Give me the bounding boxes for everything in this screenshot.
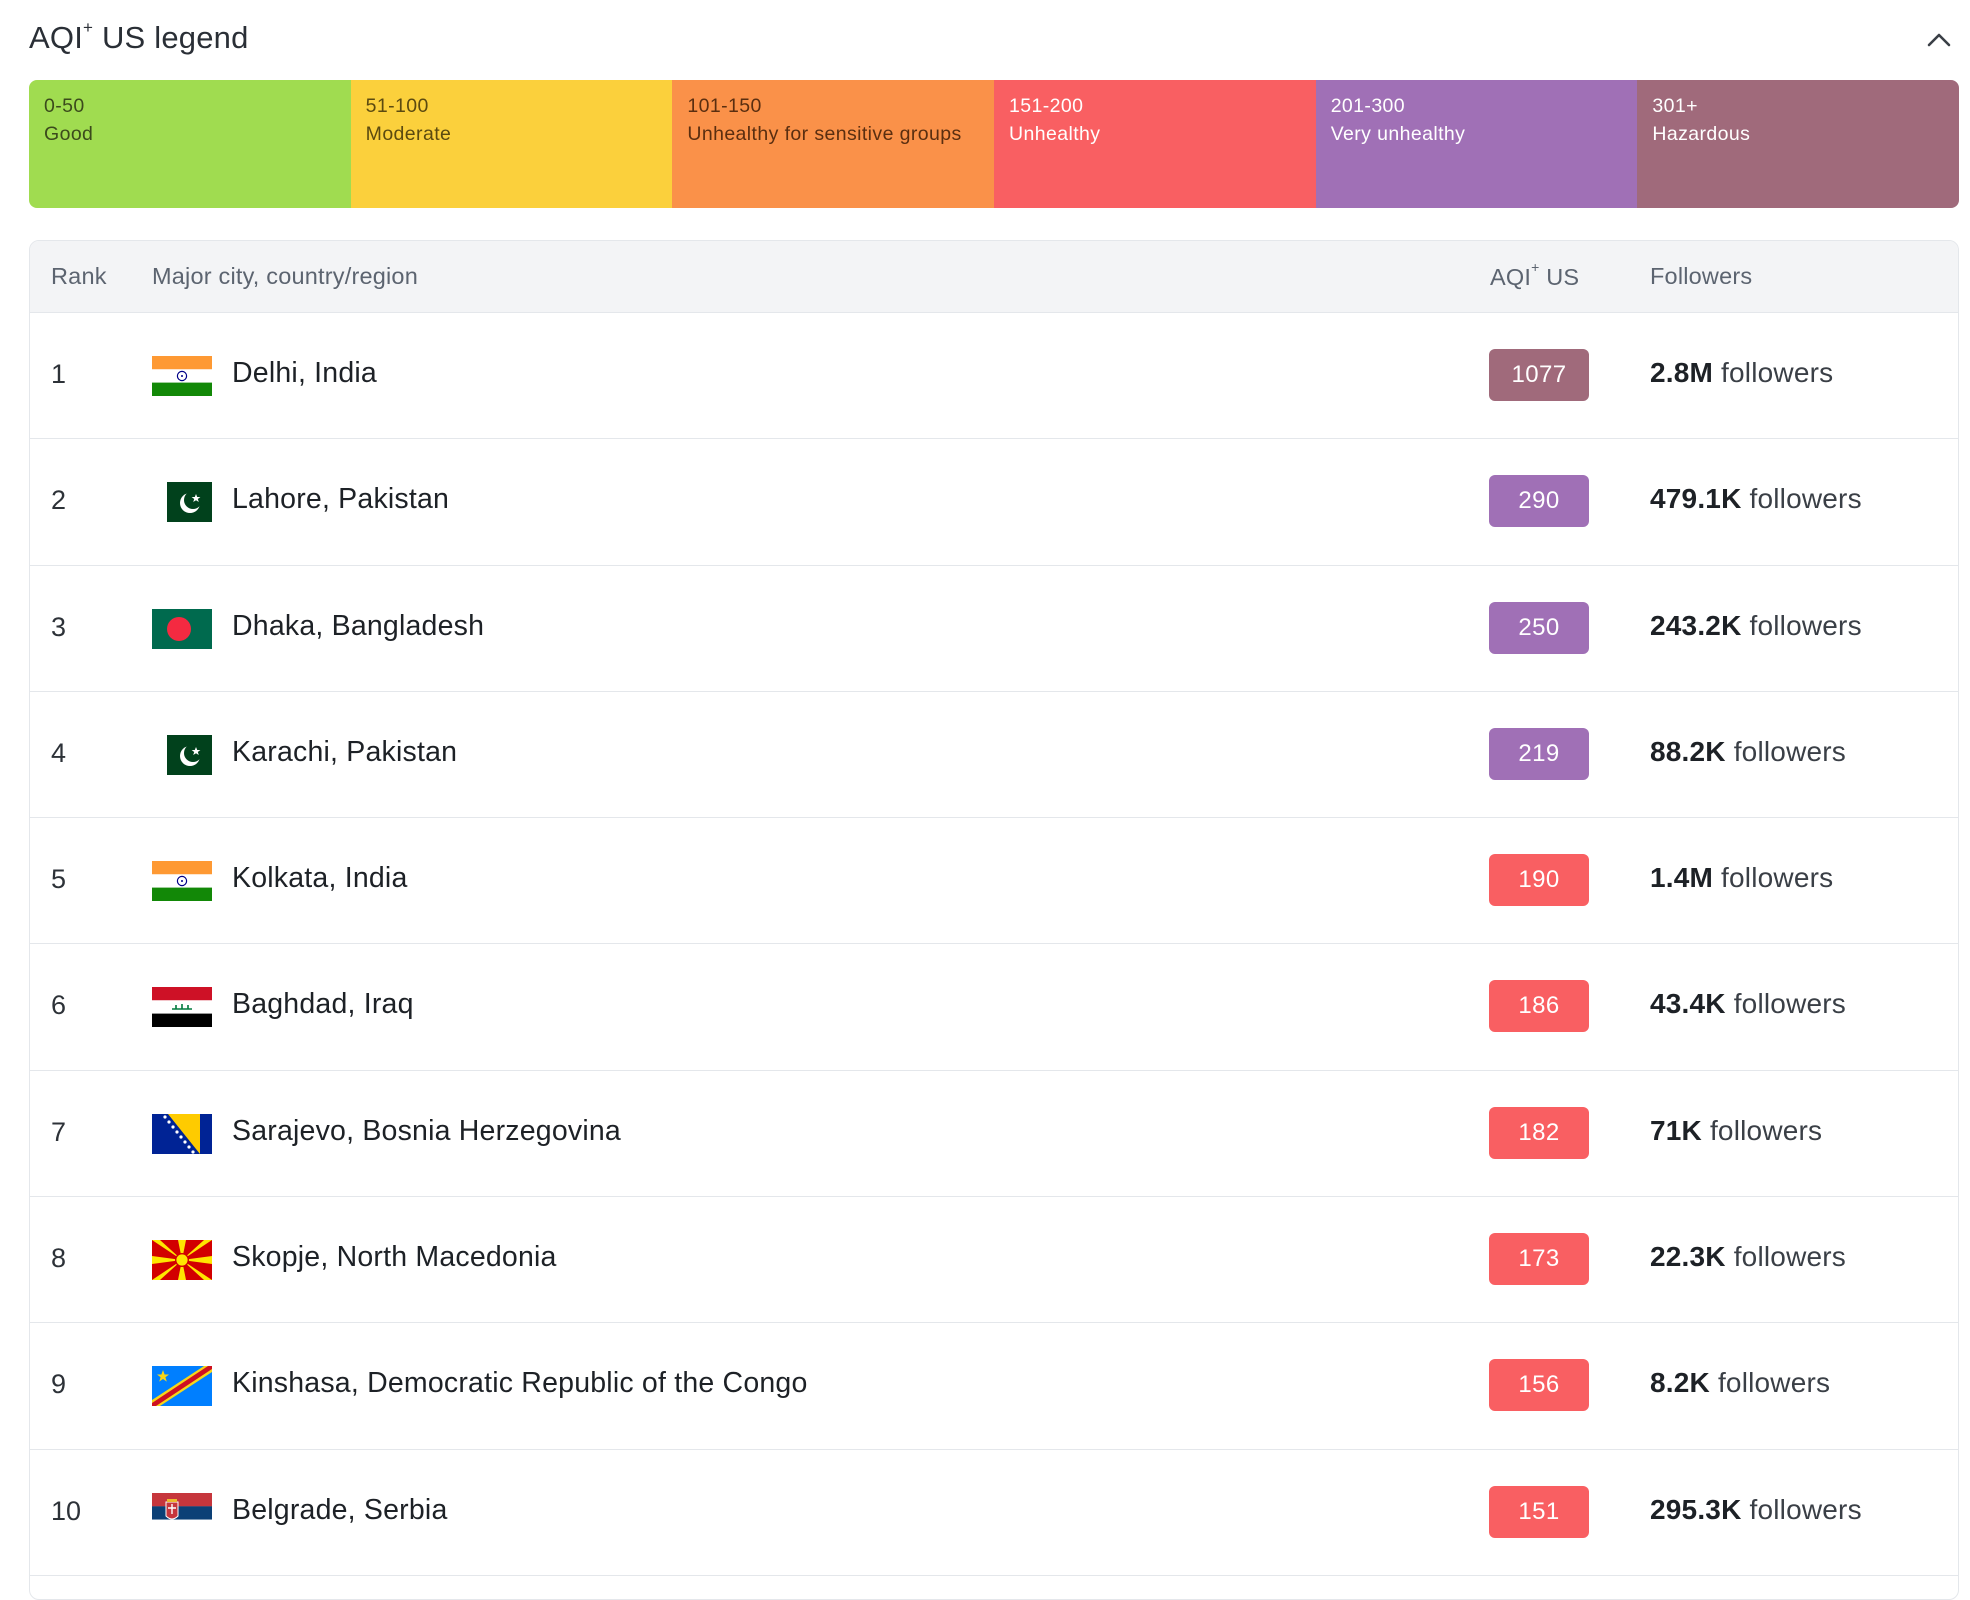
india-flag-icon: [152, 861, 212, 902]
city-name-link[interactable]: Belgrade, Serbia: [232, 1493, 448, 1526]
table-row[interactable]: 1 Delhi, India 1077 2.8M followers: [30, 313, 1958, 440]
bangladesh-flag-icon: [152, 608, 212, 649]
table-header: Rank Major city, country/region AQI+ US …: [30, 241, 1958, 313]
followers-count: 1.4M followers: [1650, 862, 1834, 894]
legend-label: Moderate: [365, 123, 452, 145]
rank-number: 1: [51, 359, 67, 389]
legend-label: Hazardous: [1652, 123, 1751, 145]
city-name-link[interactable]: Kinshasa, Democratic Republic of the Con…: [232, 1367, 808, 1400]
city-name-link[interactable]: Baghdad, Iraq: [232, 988, 414, 1021]
legend-range: 301+: [1652, 95, 1698, 117]
legend-segment: 51-100 Moderate: [350, 80, 673, 208]
city-name-link[interactable]: Skopje, North Macedonia: [232, 1241, 557, 1274]
aqi-badge: 186: [1489, 980, 1589, 1033]
aqi-badge: 1077: [1489, 349, 1589, 401]
followers-count: 479.1K followers: [1650, 483, 1862, 515]
pakistan-flag-icon: [152, 734, 212, 775]
header-followers: Followers: [1650, 263, 1753, 289]
table-row[interactable]: 6 Baghdad, Iraq 186 43.4K followers: [30, 944, 1958, 1071]
legend-header: AQI+ US legend: [29, 14, 1959, 64]
rank-number: 3: [51, 611, 67, 642]
dr-congo-flag-icon: [152, 1366, 212, 1407]
india-flag-icon: [152, 356, 212, 396]
rank-number: 2: [51, 485, 67, 516]
legend-label: Unhealthy for sensitive groups: [687, 123, 962, 145]
header-city: Major city, country/region: [152, 263, 418, 289]
north-macedonia-flag-icon: [152, 1240, 212, 1281]
header-aqi: AQI+ US: [1490, 259, 1580, 290]
city-name-link[interactable]: Sarajevo, Bosnia Herzegovina: [232, 1114, 621, 1147]
legend-range: 201-300: [1330, 95, 1406, 117]
table-row[interactable]: 10 Belgrade, Serbia 151 295.3K followers: [30, 1450, 1958, 1576]
table-row[interactable]: 7 Sarajevo, Bosnia Herzegovina 182 71K foll…: [30, 1071, 1958, 1198]
followers-count: 43.4K followers: [1650, 988, 1846, 1020]
legend-label: Good: [44, 123, 94, 145]
header-rank: Rank: [51, 263, 107, 289]
city-name-link[interactable]: Delhi, India: [232, 357, 377, 389]
table-row[interactable]: 5 Kolkata, India 190 1.4M followers: [30, 818, 1958, 945]
aqi-legend-bar: 0-50 Good 51-100 Moderate 101-150 Unhealthy f…: [29, 80, 1959, 208]
city-name-link[interactable]: Lahore, Pakistan: [232, 483, 450, 516]
table-row[interactable]: 3 Dhaka, Bangladesh 250 243.2K followers: [30, 566, 1958, 692]
followers-count: 243.2K followers: [1650, 609, 1862, 641]
followers-count: 8.2K followers: [1650, 1367, 1831, 1399]
aqi-badge: 290: [1489, 475, 1589, 528]
aqi-badge: 250: [1489, 601, 1589, 654]
aqi-badge: 190: [1489, 854, 1589, 907]
aqi-badge: 173: [1489, 1233, 1589, 1286]
legend-label: Very unhealthy: [1330, 123, 1466, 145]
table-row[interactable]: 9 Kinshasa, Democratic Republic of the Co…: [30, 1323, 1958, 1450]
legend-segment: 201-300 Very unhealthy: [1315, 80, 1638, 208]
legend-segment: 151-200 Unhealthy: [994, 80, 1316, 208]
city-name-link[interactable]: Karachi, Pakistan: [232, 735, 458, 768]
city-ranking-table: Rank Major city, country/region AQI+ US …: [29, 240, 1959, 1600]
legend-segment: 0-50 Good: [29, 80, 351, 208]
rank-number: 6: [51, 990, 67, 1021]
table-body: 1 Delhi, India 1077 2.8M followers 2 Lahore, …: [30, 313, 1958, 1576]
table-row[interactable]: 4 Karachi, Pakistan 219 88.2K followers: [30, 692, 1958, 819]
legend-range: 0-50: [44, 95, 85, 117]
legend-segment: 301+ Hazardous: [1637, 80, 1959, 208]
table-row[interactable]: 2 Lahore, Pakistan 290 479.1K followers: [30, 439, 1958, 566]
rank-number: 9: [51, 1369, 67, 1400]
followers-count: 88.2K followers: [1650, 735, 1846, 767]
rank-number: 4: [51, 737, 67, 768]
legend-range: 51-100: [365, 95, 429, 117]
aqi-badge: 219: [1489, 727, 1589, 780]
rank-number: 5: [51, 864, 67, 895]
bosnia-flag-icon: [152, 1113, 212, 1154]
pakistan-flag-icon: [152, 482, 212, 523]
aqi-badge: 156: [1489, 1359, 1589, 1412]
rank-number: 10: [51, 1495, 82, 1526]
collapse-legend-button[interactable]: [1919, 20, 1959, 60]
legend-segment: 101-150 Unhealthy for sensitive groups: [672, 80, 995, 208]
chevron-up-icon: [1927, 33, 1951, 47]
followers-count: 71K followers: [1650, 1114, 1823, 1146]
rank-number: 8: [51, 1243, 67, 1274]
legend-title: AQI+ US legend: [29, 17, 249, 55]
followers-count: 295.3K followers: [1650, 1493, 1862, 1525]
legend-label: Unhealthy: [1009, 123, 1101, 145]
city-name-link[interactable]: Dhaka, Bangladesh: [232, 609, 485, 642]
rank-number: 7: [51, 1116, 67, 1147]
aqi-badge: 151: [1489, 1485, 1589, 1538]
followers-count: 2.8M followers: [1650, 357, 1834, 388]
iraq-flag-icon: [152, 987, 212, 1028]
followers-count: 22.3K followers: [1650, 1241, 1846, 1273]
legend-range: 151-200: [1009, 95, 1084, 117]
legend-range: 101-150: [687, 95, 762, 117]
serbia-flag-icon: [152, 1492, 212, 1533]
aqi-badge: 182: [1489, 1106, 1589, 1159]
table-row[interactable]: 8 Skopje, North Macedonia 173 22.3K followe…: [30, 1197, 1958, 1324]
city-name-link[interactable]: Kolkata, India: [232, 862, 408, 895]
